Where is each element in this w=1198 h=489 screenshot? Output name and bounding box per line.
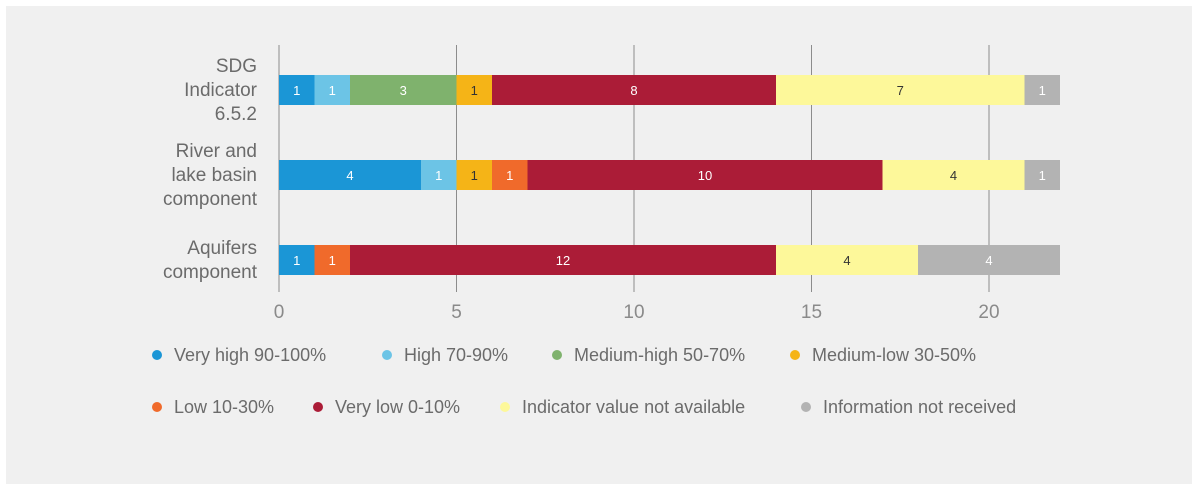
legend-marker — [152, 350, 162, 360]
data-label: 1 — [1039, 83, 1046, 98]
bar-segment — [492, 160, 528, 190]
legend-marker — [500, 402, 510, 412]
legend-marker — [790, 350, 800, 360]
legend-item: Indicator value not available — [500, 397, 745, 417]
data-label: 4 — [950, 168, 957, 183]
legend-marker — [552, 350, 562, 360]
category-label: Aquifers component — [163, 238, 258, 283]
x-tick-5: 5 — [451, 302, 462, 323]
legend-label: High 70-90% — [404, 345, 508, 365]
bar-segment — [456, 75, 492, 105]
category-label: River and lake basin component — [163, 141, 258, 210]
legend-marker — [382, 350, 392, 360]
data-label: 12 — [556, 253, 570, 268]
data-label: 1 — [506, 168, 513, 183]
data-label: 4 — [346, 168, 353, 183]
data-label: 1 — [435, 168, 442, 183]
legend-label: Medium-high 50-70% — [574, 345, 745, 365]
data-label: 4 — [985, 253, 992, 268]
bar-segment — [314, 245, 350, 275]
category-labels: SDG Indicator 6.5.2 River and lake basin comp… — [163, 56, 258, 283]
legend-label: Indicator value not available — [522, 397, 745, 417]
data-label: 1 — [329, 253, 336, 268]
bar-segment — [1024, 160, 1060, 190]
legend-item: Very low 0-10% — [313, 397, 460, 417]
legend-marker — [152, 402, 162, 412]
data-label: 3 — [400, 83, 407, 98]
x-tick-20: 20 — [978, 302, 999, 323]
category-label: SDG Indicator 6.5.2 — [184, 56, 258, 125]
data-label: 1 — [1039, 168, 1046, 183]
data-label: 1 — [471, 83, 478, 98]
legend-item: High 70-90% — [382, 345, 508, 365]
legend-item: Low 10-30% — [152, 397, 274, 417]
bar-segment — [492, 75, 776, 105]
bar-segment — [279, 160, 421, 190]
legend-label: Very low 0-10% — [335, 397, 460, 417]
data-label: 1 — [293, 83, 300, 98]
bar-segment — [527, 160, 883, 190]
legend-item: Medium-high 50-70% — [552, 345, 745, 365]
bar-segment — [1024, 75, 1060, 105]
bars: 1 1 3 1 8 7 1 4 1 1 1 10 4 1 1 1 12 4 4 — [279, 75, 1060, 275]
bar-segment — [279, 75, 315, 105]
bar-segment — [279, 245, 315, 275]
legend-marker — [801, 402, 811, 412]
legend-item: Information not received — [801, 397, 1016, 417]
data-label: 10 — [698, 168, 712, 183]
data-label: 4 — [843, 253, 850, 268]
bar-segment — [776, 75, 1025, 105]
legend-item: Very high 90-100% — [152, 345, 326, 365]
bar-segment — [882, 160, 1025, 190]
x-tick-15: 15 — [801, 302, 822, 323]
x-tick-labels: 0 5 10 15 20 — [274, 302, 1000, 323]
data-label: 7 — [897, 83, 904, 98]
x-tick-10: 10 — [623, 302, 644, 323]
legend-marker — [313, 402, 323, 412]
bar-segment — [456, 160, 492, 190]
bar-segment — [350, 245, 776, 275]
bar-segment — [918, 245, 1060, 275]
legend-label: Medium-low 30-50% — [812, 345, 976, 365]
bar-segment — [314, 75, 350, 105]
bar-segment — [776, 245, 918, 275]
legend-item: Medium-low 30-50% — [790, 345, 976, 365]
x-tick-0: 0 — [274, 302, 285, 323]
legend: Very high 90-100% High 70-90% Medium-high … — [152, 345, 1016, 417]
data-label: 1 — [471, 168, 478, 183]
data-label: 1 — [329, 83, 336, 98]
legend-label: Very high 90-100% — [174, 345, 326, 365]
bar-segment — [350, 75, 457, 105]
legend-label: Low 10-30% — [174, 397, 274, 417]
bar-segment — [421, 160, 457, 190]
data-label: 8 — [630, 83, 637, 98]
data-label: 1 — [293, 253, 300, 268]
legend-label: Information not received — [823, 397, 1016, 417]
